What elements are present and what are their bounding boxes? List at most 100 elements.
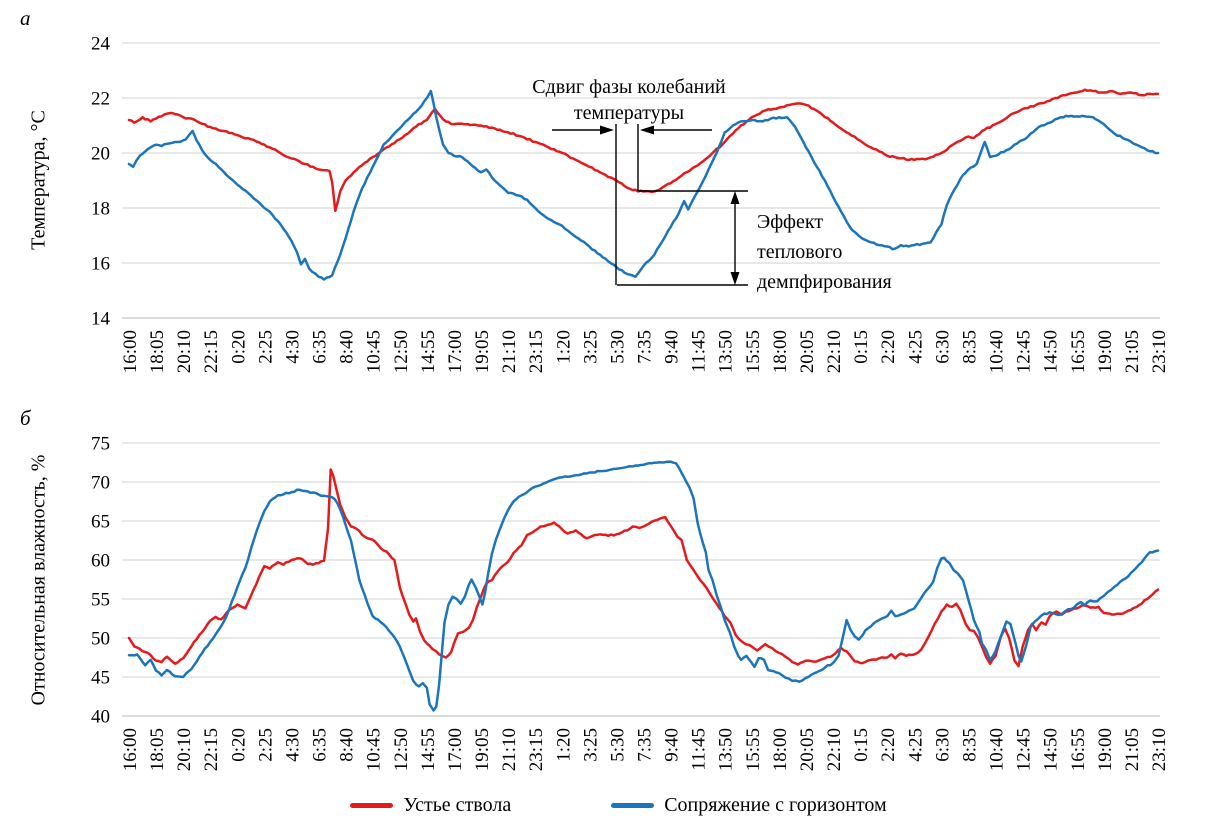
x-tick-label: 6:35 bbox=[310, 728, 331, 762]
damping-arrowhead-down bbox=[730, 272, 740, 285]
y-tick-label: 20 bbox=[91, 144, 110, 165]
x-tick-label: 8:35 bbox=[959, 330, 980, 364]
x-tick-label: 6:30 bbox=[932, 728, 953, 762]
x-tick-label: 1:20 bbox=[553, 330, 574, 364]
x-tick-label: 16:00 bbox=[120, 330, 141, 373]
x-tick-label: 0:20 bbox=[228, 330, 249, 364]
x-tick-label: 19:05 bbox=[472, 330, 493, 373]
x-tick-label: 6:35 bbox=[310, 330, 331, 364]
x-tick-label: 8:35 bbox=[959, 728, 980, 762]
x-tick-label: 16:55 bbox=[1068, 330, 1089, 373]
y-tick-label: 55 bbox=[91, 590, 110, 611]
x-tick-label: 4:25 bbox=[905, 728, 926, 762]
y-tick-label: 75 bbox=[91, 434, 110, 455]
legend-item-wellhead: Устье ствола bbox=[350, 794, 511, 817]
series-line-wellhead bbox=[127, 468, 1160, 668]
y-tick-label: 24 bbox=[91, 34, 111, 55]
y-tick-label: 40 bbox=[91, 707, 110, 728]
x-tick-label: 12:50 bbox=[391, 330, 412, 373]
y-tick-label: 18 bbox=[91, 199, 110, 220]
x-tick-label: 0:15 bbox=[851, 728, 872, 762]
series-line-horizon-junction bbox=[127, 460, 1160, 712]
x-tick-label: 18:00 bbox=[770, 728, 791, 771]
x-tick-label: 3:25 bbox=[580, 330, 601, 364]
x-tick-label: 13:50 bbox=[716, 728, 737, 771]
x-tick-label: 17:00 bbox=[445, 330, 466, 373]
x-tick-label: 10:40 bbox=[987, 330, 1008, 373]
damping-arrowhead-up bbox=[730, 191, 740, 204]
x-tick-label: 19:00 bbox=[1095, 330, 1116, 373]
y-tick-label: 14 bbox=[91, 309, 111, 330]
legend-label-wellhead: Устье ствола bbox=[403, 794, 512, 816]
x-tick-label: 20:05 bbox=[797, 330, 818, 373]
x-tick-label: 22:10 bbox=[824, 728, 845, 771]
x-tick-label: 22:15 bbox=[201, 330, 222, 373]
x-tick-label: 21:10 bbox=[499, 330, 520, 373]
x-tick-label: 4:30 bbox=[282, 728, 303, 762]
x-tick-label: 8:40 bbox=[337, 728, 358, 762]
y-tick-label: 65 bbox=[91, 512, 110, 533]
x-tick-label: 20:05 bbox=[797, 728, 818, 771]
panel-a-label: а bbox=[20, 6, 31, 30]
x-tick-label: 14:50 bbox=[1041, 728, 1062, 771]
x-tick-label: 0:20 bbox=[228, 728, 249, 762]
damping-annotation-line3: демпфирования bbox=[757, 271, 892, 293]
x-tick-label: 22:10 bbox=[824, 330, 845, 373]
phase-right-arrowhead bbox=[640, 125, 654, 135]
x-tick-label: 7:35 bbox=[635, 330, 656, 364]
y-tick-label: 45 bbox=[91, 668, 110, 689]
x-tick-label: 14:55 bbox=[418, 728, 439, 771]
x-tick-label: 14:50 bbox=[1041, 330, 1062, 373]
x-tick-label: 12:45 bbox=[1014, 330, 1035, 373]
x-tick-label: 3:25 bbox=[580, 728, 601, 762]
x-tick-label: 9:40 bbox=[662, 330, 683, 364]
x-tick-label: 8:40 bbox=[337, 330, 358, 364]
y-tick-label: 50 bbox=[91, 629, 110, 650]
x-tick-label: 2:25 bbox=[255, 728, 276, 762]
x-tick-label: 12:50 bbox=[391, 728, 412, 771]
phase-shift-annotation-line1: Сдвиг фазы колебаний bbox=[532, 76, 726, 98]
x-tick-label: 7:35 bbox=[635, 728, 656, 762]
phase-shift-annotation-line2: температуры bbox=[573, 102, 685, 124]
x-tick-label: 14:55 bbox=[418, 330, 439, 373]
y-axis-title-humidity: Относительная влажность, % bbox=[27, 454, 50, 706]
x-tick-label: 18:05 bbox=[147, 728, 168, 771]
x-tick-label: 0:15 bbox=[851, 330, 872, 364]
x-tick-label: 19:00 bbox=[1095, 728, 1116, 771]
y-tick-label: 22 bbox=[91, 89, 110, 110]
x-tick-label: 16:00 bbox=[120, 728, 141, 771]
x-tick-label: 4:30 bbox=[282, 330, 303, 364]
x-tick-label: 20:10 bbox=[174, 728, 195, 771]
y-tick-label: 70 bbox=[91, 473, 110, 494]
x-tick-label: 15:55 bbox=[743, 330, 764, 373]
x-tick-label: 10:45 bbox=[364, 728, 385, 771]
x-tick-label: 20:10 bbox=[174, 330, 195, 373]
x-tick-label: 23:10 bbox=[1149, 330, 1170, 373]
x-tick-label: 4:25 bbox=[905, 330, 926, 364]
damping-annotation: Эффект теплового демпфирования bbox=[757, 207, 892, 297]
x-tick-label: 22:15 bbox=[201, 728, 222, 771]
legend-label-horizon-junction: Сопряжение с горизонтом bbox=[664, 794, 887, 816]
y-axis-title-temperature: Температура, °С bbox=[27, 110, 50, 250]
x-tick-label: 17:00 bbox=[445, 728, 466, 771]
x-tick-label: 11:45 bbox=[689, 330, 710, 373]
x-tick-label: 18:00 bbox=[770, 330, 791, 373]
legend-swatch-blue-line bbox=[611, 803, 655, 808]
x-tick-label: 18:05 bbox=[147, 330, 168, 373]
x-tick-label: 9:40 bbox=[662, 728, 683, 762]
x-tick-label: 13:50 bbox=[716, 330, 737, 373]
x-tick-label: 1:20 bbox=[553, 728, 574, 762]
x-tick-label: 2:20 bbox=[878, 728, 899, 762]
x-tick-label: 21:05 bbox=[1122, 330, 1143, 373]
x-tick-label: 11:45 bbox=[689, 728, 710, 771]
x-tick-label: 6:30 bbox=[932, 330, 953, 364]
x-tick-label: 21:05 bbox=[1122, 728, 1143, 771]
x-tick-label: 12:45 bbox=[1014, 728, 1035, 771]
damping-annotation-line2: теплового bbox=[757, 241, 843, 263]
x-tick-label: 15:55 bbox=[743, 728, 764, 771]
x-tick-label: 5:30 bbox=[607, 728, 628, 762]
y-tick-label: 16 bbox=[91, 254, 110, 275]
x-tick-label: 23:15 bbox=[526, 330, 547, 373]
phase-shift-annotation: Сдвиг фазы колебаний температуры bbox=[532, 74, 726, 126]
